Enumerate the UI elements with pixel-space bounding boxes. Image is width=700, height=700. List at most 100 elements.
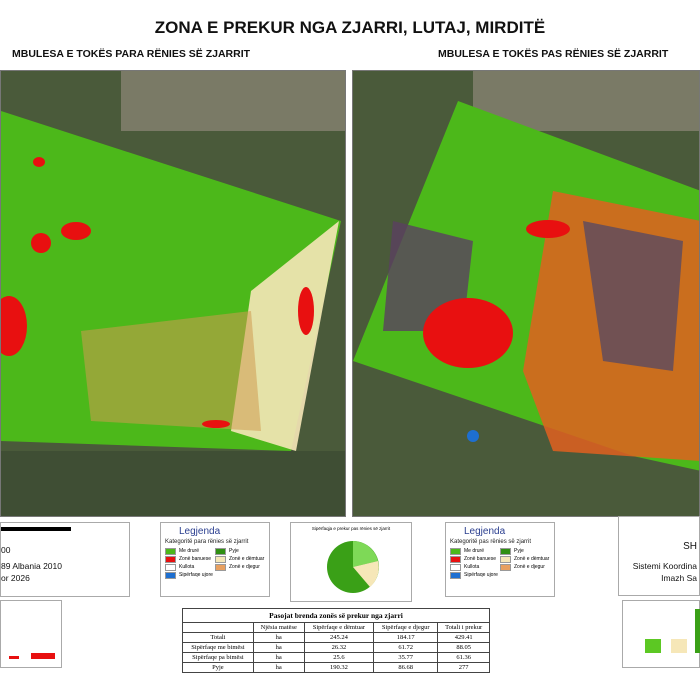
legend-label: Zonë e djegur [514,564,545,570]
legend-swatch [215,563,226,571]
header-cell: Njësia matëse [252,622,305,633]
table-cell: 190.32 [303,662,375,673]
table-row: Pyje ha 190.32 86.68 277 [182,662,490,673]
table-title: Pasojat brenda zonës së prekur nga zjarr… [182,608,490,622]
legend-item: Pyje [500,547,550,555]
table-header: Njësia matëse Sipërfaqe e dëmtuar Sipërfaq… [182,622,490,633]
table-cell: Sipërfaqe me bimësi [182,642,254,653]
impact-table: Pasojat brenda zonës së prekur nga zjarr… [182,608,490,673]
table-cell: Sipërfaqe pa bimësi [182,652,254,663]
table-cell: 184.17 [373,632,439,643]
legend-item: Zonë banuese [450,555,500,563]
legend-item: Zonë e djegur [500,563,550,571]
table-cell: 61.36 [437,652,490,663]
legend-title: Legjenda [464,526,506,537]
legend-item: Zonë e dëmtuar [500,555,550,563]
mini-bar [645,639,661,653]
mini-bar [9,656,19,659]
info-line: or 2026 [1,573,30,583]
table-cell: 86.68 [373,662,439,673]
pie-graphic [327,541,379,593]
legend-label: Me drurë [179,548,200,554]
info-line: SH [683,541,697,552]
legend-swatch [500,547,511,555]
legend-label: Sipërfaqe ujore [464,572,498,578]
legend-label: Pyje [514,548,524,554]
legend-item: Pyje [215,547,265,555]
legend-label: Zonë e djegur [229,564,260,570]
legend-before: Legjenda Kategoritë para rënies së zjarr… [160,522,270,597]
legend-swatch [215,555,226,563]
legend-label: Zonë banuese [464,556,496,562]
table-cell: 26.32 [303,642,375,653]
map-before [0,70,346,517]
mini-bar [671,639,687,653]
legend-subtitle: Kategoritë para rënies së zjarrit [165,539,249,545]
legend-label: Zonë e dëmtuar [229,556,265,562]
legend-item: Me drurë [165,547,215,555]
legend-items: Me drurë Pyje Zonë banuese Zonë e dëmtuar Ku… [161,547,269,579]
map-after [352,70,700,517]
table-cell: 277 [437,662,490,673]
pie-box: Sipërfaqja e prekur pas rënies së zjarri… [290,522,412,602]
legend-label: Pyje [229,548,239,554]
legend-swatch [500,563,511,571]
legend-swatch [165,547,176,555]
legend-after: Legjenda Kategoritë pas rënies së zjarri… [445,522,555,597]
map-title: MBULESA E TOKËS PAS RËNIES SË ZJARRIT [438,48,669,60]
legend-item: Sipërfaqe ujore [165,571,215,579]
table-cell: ha [252,642,305,653]
map-graphic [353,71,699,516]
legend-item: Kullota [165,563,215,571]
header-cell: Sipërfaqe e dëmtuar [303,622,375,633]
table-row: Sipërfaqe pa bimësi ha 25.6 35.77 61.36 [182,652,490,663]
header-cell [182,622,254,633]
mini-chart-right [622,600,700,668]
legend-label: Kullota [179,564,195,570]
table-cell: 25.6 [303,652,375,663]
legend-label: Zonë banuese [179,556,211,562]
legend-swatch [165,563,176,571]
table-cell: 61.72 [373,642,439,653]
legend-item: Zonë e dëmtuar [215,555,265,563]
info-box-right: SH Sistemi Koordina Imazh Sa [618,516,700,596]
table-cell: 429.41 [437,632,490,643]
info-line: Sistemi Koordina [632,561,697,571]
legend-items: Me drurë Pyje Zonë banuese Zonë e dëmtuar Ku… [446,547,554,579]
pie-title: Sipërfaqja e prekur pas rënies së zjarri… [311,526,391,531]
mini-chart-left [0,600,62,668]
table-cell: ha [252,662,305,673]
legend-swatch [165,555,176,563]
table-cell: Totali [182,632,254,643]
legend-swatch [450,571,461,579]
legend-item: Zonë e djegur [215,563,265,571]
scale-label: 00 [1,545,11,555]
legend-item: Kullota [450,563,500,571]
table-row: Sipërfaqe me bimësi ha 26.32 61.72 88.05 [182,642,490,653]
legend-subtitle: Kategoritë pas rënies së zjarrit [450,539,532,545]
info-box-left: 00 89 Albania 2010 or 2026 [0,522,130,597]
table-cell: 88.05 [437,642,490,653]
table-row: Totali ha 245.24 184.17 429.41 [182,632,490,643]
map-graphic [1,71,345,516]
table-cell: 245.24 [303,632,375,643]
poster-title: ZONA E PREKUR NGA ZJARRI, LUTAJ, MIRDITË [154,18,546,37]
legend-swatch [165,571,176,579]
legend-label: Kullota [464,564,480,570]
legend-swatch [215,547,226,555]
mini-bar [31,653,55,659]
table-cell: ha [252,652,305,663]
legend-swatch [500,555,511,563]
legend-item: Me drurë [450,547,500,555]
table-cell: 35.77 [373,652,439,663]
header-cell: Totali i prekur [437,622,490,633]
table-cell: Pyje [182,662,254,673]
mini-bar [695,609,700,653]
table-cell: ha [252,632,305,643]
legend-swatch [450,555,461,563]
info-line: Imazh Sa [661,573,697,583]
legend-label: Zonë e dëmtuar [514,556,550,562]
info-line: 89 Albania 2010 [1,561,62,571]
legend-swatch [450,563,461,571]
